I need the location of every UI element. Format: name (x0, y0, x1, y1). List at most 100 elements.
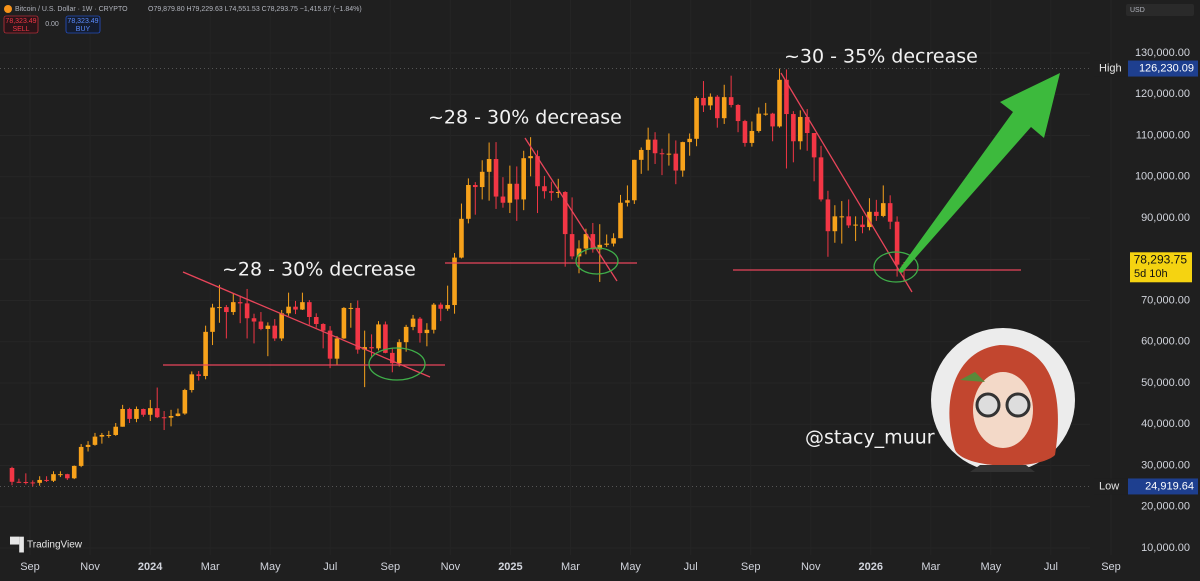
trend-line (182, 271, 431, 378)
candle-body (224, 307, 229, 313)
x-tick-label: May (980, 561, 1001, 573)
candle-body (666, 153, 672, 155)
candle-body (286, 306, 291, 314)
candle-body (652, 139, 658, 154)
candle-body (756, 113, 762, 131)
last-price: 78,293.75 (1134, 252, 1188, 266)
candle-body (452, 257, 457, 306)
candle-body (147, 408, 153, 415)
buy-label: BUY (76, 26, 91, 33)
y-tick-label: 10,000.00 (1141, 542, 1190, 554)
candle-body (99, 434, 105, 437)
candle-body (804, 116, 810, 134)
candle-body (300, 302, 305, 310)
candle-body (396, 342, 402, 364)
highlight-circle (368, 347, 426, 381)
candle-body (44, 479, 49, 481)
candle-body (625, 200, 630, 203)
candle-body (874, 211, 879, 216)
x-tick-label: Mar (921, 561, 940, 573)
x-tick-label: Mar (201, 561, 220, 573)
last-price-bg (1130, 252, 1192, 283)
candle-body (313, 317, 319, 325)
candle-body (272, 325, 278, 339)
x-tick-label: Jul (1044, 561, 1058, 573)
candle-body (196, 374, 201, 376)
low-value-bg (1128, 478, 1198, 495)
candle-body (715, 96, 720, 119)
candle-body (846, 216, 851, 226)
y-tick-label: 100,000.00 (1135, 171, 1190, 183)
candle-body (334, 338, 340, 359)
candle-body (161, 417, 167, 419)
candle-body (479, 171, 485, 188)
candle-body (555, 192, 561, 194)
currency-select[interactable] (1126, 4, 1194, 16)
candle-body (258, 321, 264, 329)
candle-body (362, 347, 367, 350)
candle-body (466, 185, 471, 219)
candle-body (244, 303, 250, 319)
candle-body (348, 307, 354, 309)
y-tick-label: 70,000.00 (1141, 294, 1190, 306)
candle-body (203, 331, 208, 376)
sell-label: SELL (12, 26, 29, 33)
candle-body (403, 326, 409, 343)
candle-body (230, 302, 236, 313)
candle-body (113, 426, 119, 435)
low-value: 24,919.64 (1145, 480, 1194, 492)
candle-body (791, 114, 796, 142)
candle-body (784, 79, 789, 115)
annotation: ~30 - 35% decrease (784, 46, 978, 68)
candle-body (459, 218, 464, 258)
candle-body (141, 408, 146, 415)
candle-body (320, 324, 326, 331)
highlight-circle (575, 247, 619, 275)
candle-body (51, 474, 56, 481)
candle-body (16, 481, 22, 483)
currency: USD (1130, 7, 1145, 14)
candle-body (632, 159, 637, 201)
trend-line (780, 72, 913, 293)
x-tick-label: 2024 (138, 561, 163, 573)
candle-body (576, 248, 582, 257)
candle-body (369, 347, 374, 349)
x-tick-label: Mar (561, 561, 580, 573)
candle-body (638, 149, 644, 160)
candle-body (825, 199, 831, 232)
candle-body (493, 159, 499, 197)
candle-body (424, 329, 430, 334)
x-tick-label: Nov (441, 561, 461, 573)
candle-body (867, 211, 872, 228)
candle-body (562, 192, 568, 235)
candle-body (701, 97, 706, 106)
x-tick-label: May (260, 561, 281, 573)
spread: 0.00 (45, 21, 59, 28)
candle-body (58, 474, 63, 476)
candle-body (37, 479, 42, 483)
x-tick-label: May (620, 561, 641, 573)
high-label: High (1099, 62, 1122, 74)
candles (9, 68, 907, 487)
candle-body (279, 313, 284, 339)
candle-body (71, 465, 77, 479)
candle-body (168, 416, 174, 418)
candle-body (30, 482, 36, 484)
candle-body (818, 157, 824, 200)
sell-button[interactable] (3, 15, 39, 34)
candle-body (486, 159, 492, 172)
y-tick-label: 110,000.00 (1136, 129, 1190, 141)
candle-body (521, 158, 526, 200)
y-tick-label: 40,000.00 (1141, 418, 1190, 430)
annotation: ~28 - 30% decrease (428, 107, 622, 129)
y-tick-label: 20,000.00 (1141, 501, 1190, 513)
buy-button[interactable] (65, 15, 101, 34)
candle-body (376, 324, 381, 349)
y-tick-label: 30,000.00 (1141, 459, 1190, 471)
candle-body (23, 482, 29, 483)
symbol: Bitcoin / U.S. Dollar · 1W · CRYPTO (15, 6, 128, 13)
x-tick-label: Sep (381, 561, 401, 573)
candle-body (182, 390, 188, 414)
candle-body (265, 325, 271, 329)
